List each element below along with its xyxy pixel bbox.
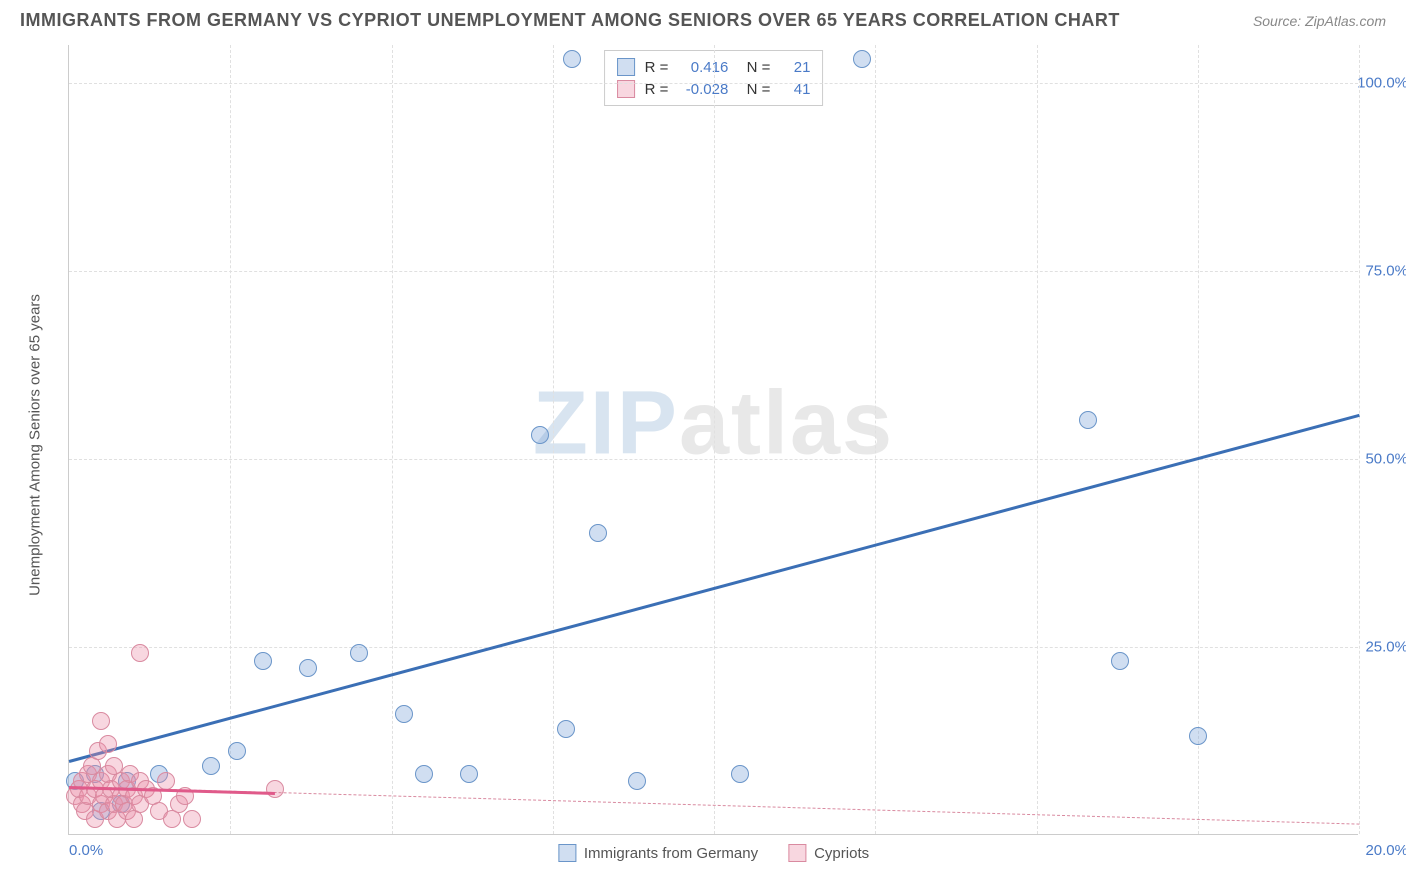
gridline-v bbox=[1198, 45, 1199, 834]
data-point bbox=[589, 524, 607, 542]
y-axis-label: Unemployment Among Seniors over 65 years bbox=[27, 294, 44, 596]
gridline-v bbox=[392, 45, 393, 834]
bottom-legend-item: Immigrants from Germany bbox=[558, 844, 758, 862]
source-label: Source: ZipAtlas.com bbox=[1253, 13, 1386, 29]
y-tick-label: 25.0% bbox=[1365, 638, 1406, 655]
data-point bbox=[92, 712, 110, 730]
x-tick-label: 20.0% bbox=[1365, 842, 1406, 859]
y-tick-label: 75.0% bbox=[1365, 262, 1406, 279]
data-point bbox=[531, 426, 549, 444]
data-point bbox=[350, 644, 368, 662]
data-point bbox=[1079, 411, 1097, 429]
legend-n-value: 21 bbox=[780, 59, 810, 76]
data-point bbox=[853, 50, 871, 68]
gridline-v bbox=[875, 45, 876, 834]
data-point bbox=[266, 780, 284, 798]
data-point bbox=[563, 50, 581, 68]
bottom-legend-item: Cypriots bbox=[788, 844, 869, 862]
data-point bbox=[299, 659, 317, 677]
legend-label: Immigrants from Germany bbox=[584, 845, 758, 862]
x-tick-label: 0.0% bbox=[69, 842, 103, 859]
legend-swatch bbox=[558, 844, 576, 862]
data-point bbox=[99, 735, 117, 753]
data-point bbox=[183, 810, 201, 828]
data-point bbox=[731, 765, 749, 783]
series-legend: Immigrants from Germany Cypriots bbox=[558, 844, 869, 862]
data-point bbox=[131, 644, 149, 662]
y-tick-label: 50.0% bbox=[1365, 450, 1406, 467]
data-point bbox=[202, 757, 220, 775]
data-point bbox=[254, 652, 272, 670]
data-point bbox=[415, 765, 433, 783]
legend-swatch bbox=[617, 58, 635, 76]
gridline-v bbox=[1037, 45, 1038, 834]
legend-swatch bbox=[788, 844, 806, 862]
data-point bbox=[395, 705, 413, 723]
y-tick-label: 100.0% bbox=[1357, 74, 1406, 91]
data-point bbox=[557, 720, 575, 738]
legend-label: Cypriots bbox=[814, 845, 869, 862]
legend-r-label: R = bbox=[645, 59, 669, 76]
chart-title: IMMIGRANTS FROM GERMANY VS CYPRIOT UNEMP… bbox=[20, 10, 1120, 31]
data-point bbox=[1189, 727, 1207, 745]
header: IMMIGRANTS FROM GERMANY VS CYPRIOT UNEMP… bbox=[0, 0, 1406, 36]
legend-r-value: 0.416 bbox=[678, 59, 728, 76]
data-point bbox=[1111, 652, 1129, 670]
gridline-v bbox=[553, 45, 554, 834]
data-point bbox=[228, 742, 246, 760]
legend-n-label: N = bbox=[738, 59, 770, 76]
gridline-v bbox=[1359, 45, 1360, 834]
gridline-v bbox=[714, 45, 715, 834]
data-point bbox=[628, 772, 646, 790]
plot-region: ZIPatlas R =0.416 N =21R =-0.028 N =41 I… bbox=[68, 45, 1358, 835]
chart-area: Unemployment Among Seniors over 65 years… bbox=[50, 45, 1390, 845]
data-point bbox=[460, 765, 478, 783]
